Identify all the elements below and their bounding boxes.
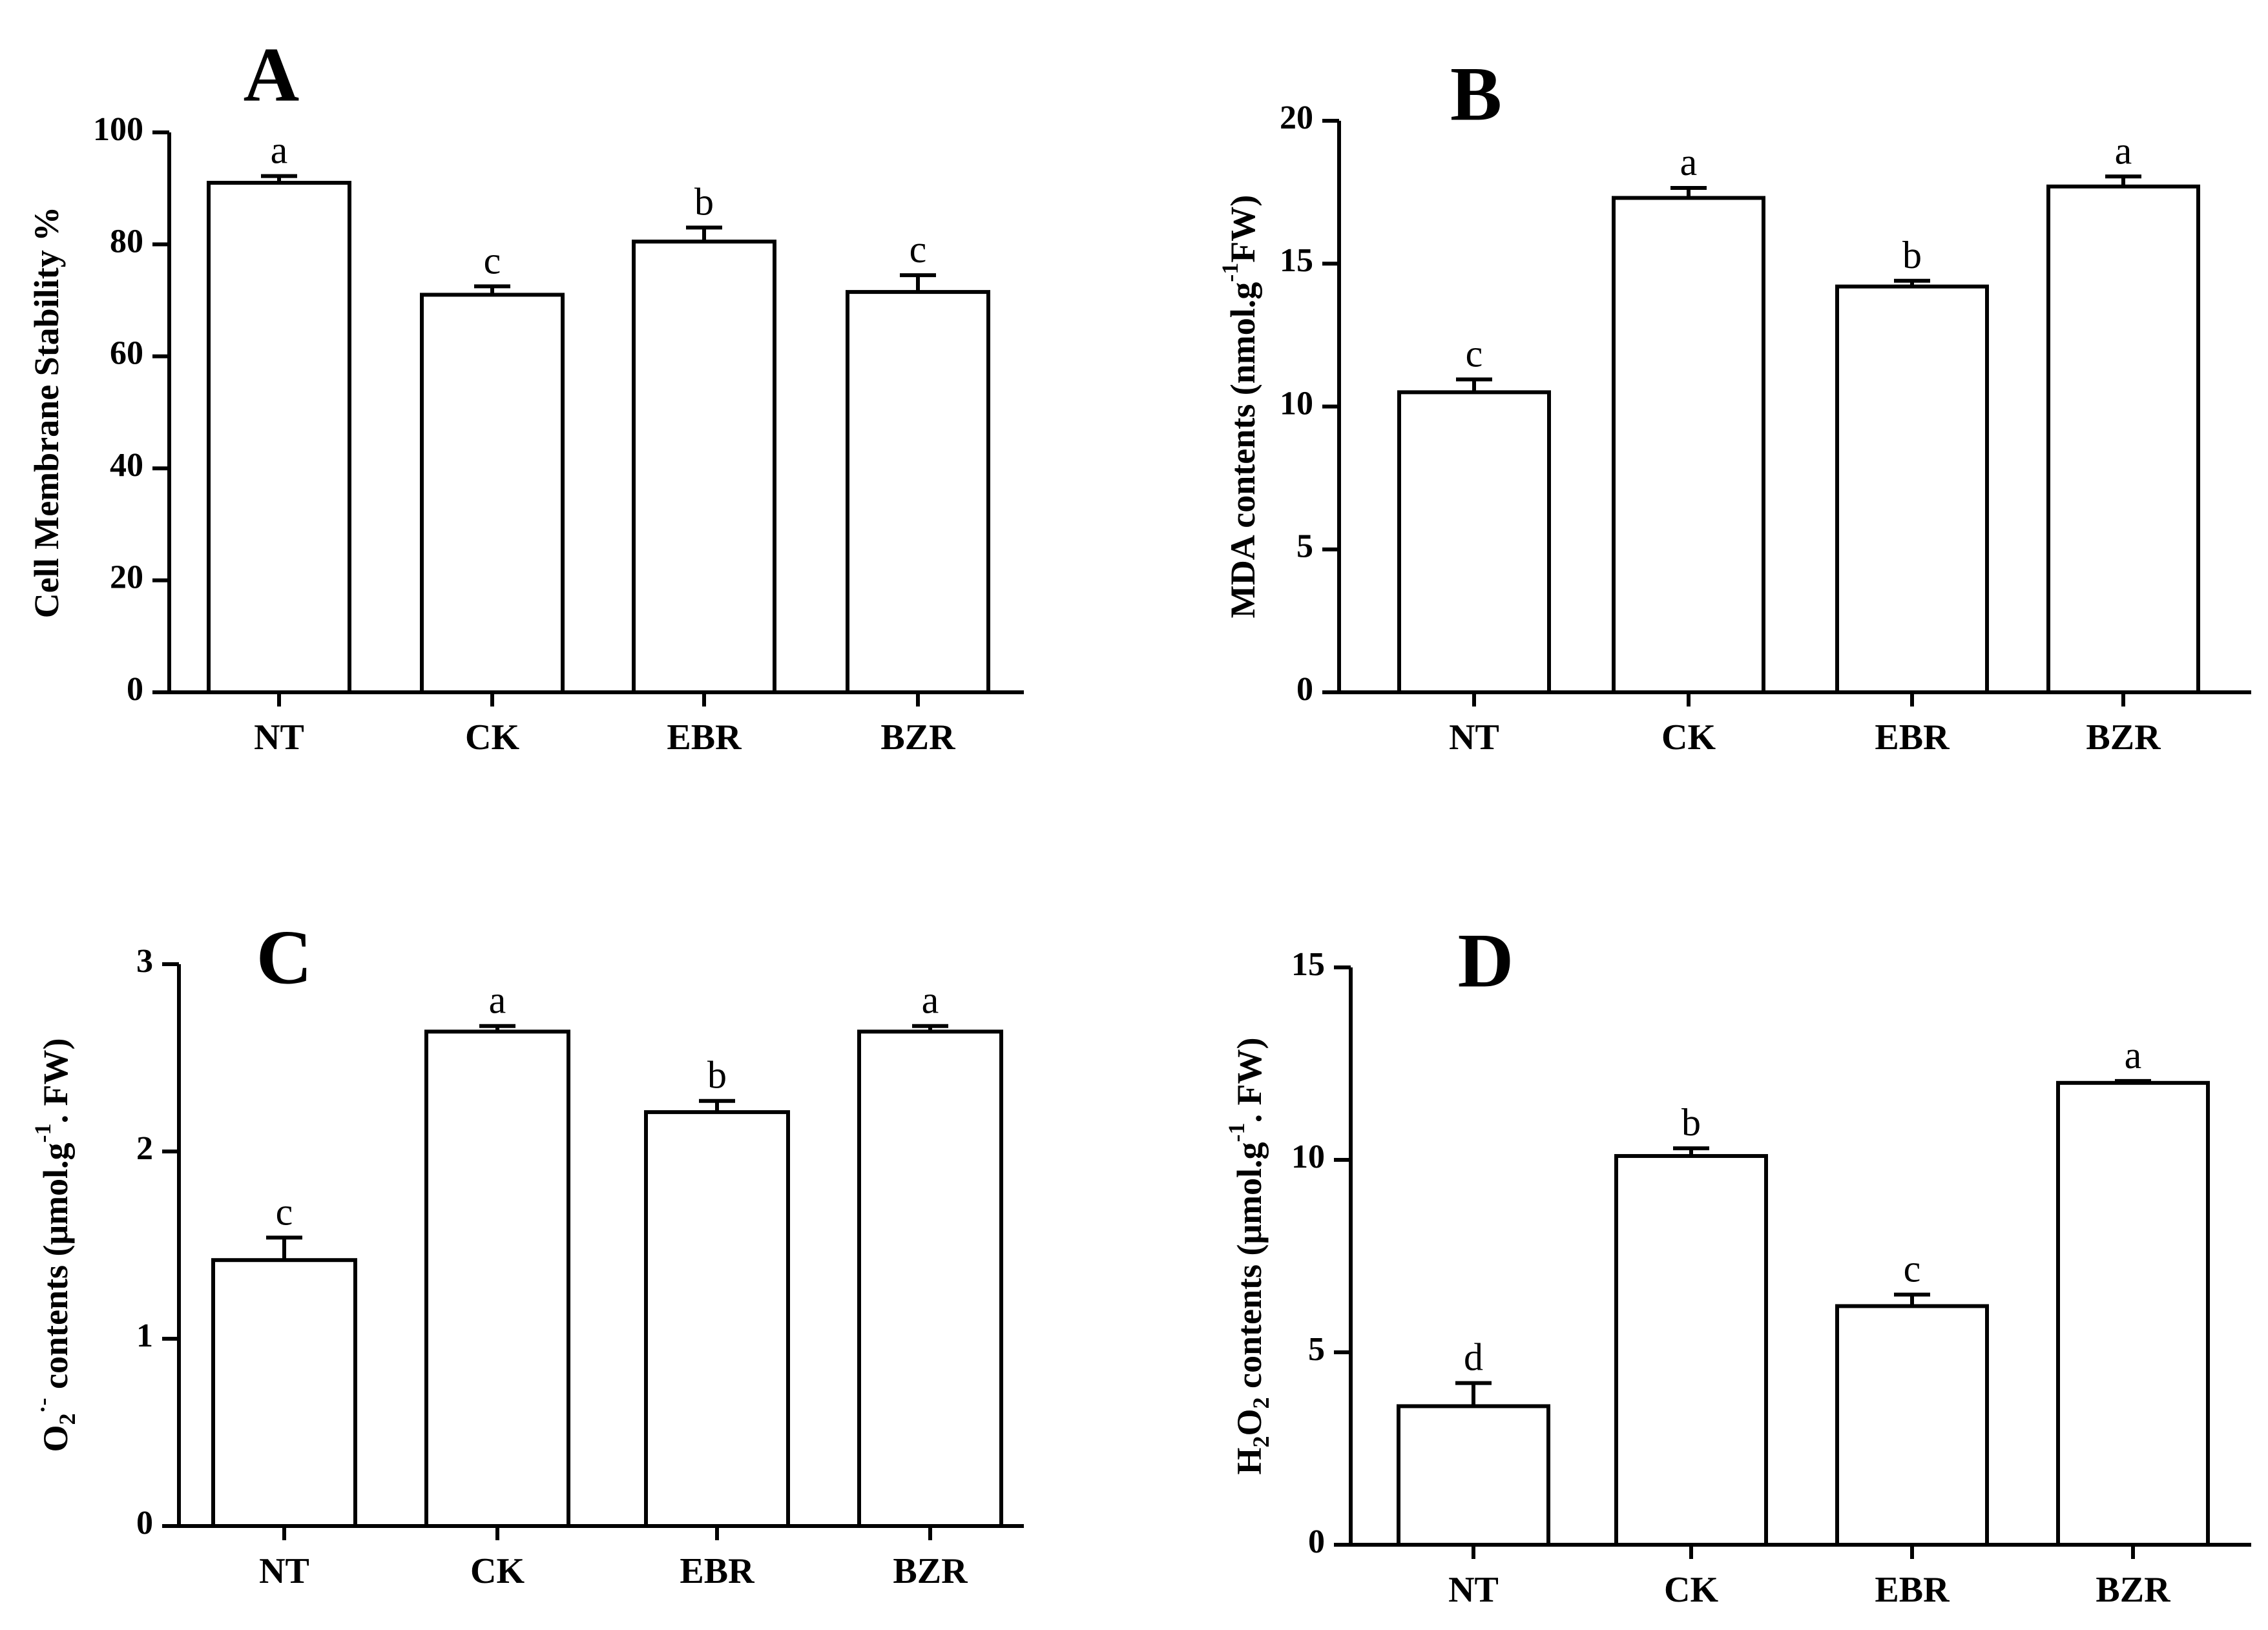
y-axis-title-part: ·- — [30, 1398, 56, 1414]
y-tick-label: 80 — [110, 223, 143, 260]
y-tick-label: 1 — [136, 1317, 153, 1354]
significance-label-ck: c — [484, 239, 501, 282]
significance-label-bzr: a — [2115, 129, 2132, 172]
y-tick-label: 10 — [1291, 1139, 1325, 1175]
y-axis-title-part: -1 — [1223, 1122, 1249, 1142]
y-tick-label: 5 — [1308, 1331, 1325, 1368]
bar-ebr — [644, 1110, 790, 1528]
significance-label-ck: b — [1681, 1101, 1701, 1144]
x-tick-label-bzr: BZR — [893, 1551, 968, 1591]
significance-label-ebr: b — [1902, 234, 1922, 276]
panel-c: C 0 1 2 3 c NT a CK b EBR a BZR O2​·-​ contents (μmol… — [30, 914, 1024, 1591]
panel-b: B 0 5 10 15 20 c NT a CK b EBR a BZR MDA contents (nmo… — [1217, 51, 2251, 758]
significance-label-bzr: a — [922, 979, 939, 1022]
x-tick-label-nt: NT — [1449, 717, 1499, 758]
bar-ebr — [1835, 284, 1989, 694]
panel-d: D 0 5 10 15 d NT b CK c EBR a BZR H2​O2​ contents (μm… — [1223, 918, 2251, 1610]
x-tick-label-nt: NT — [259, 1551, 309, 1591]
y-axis-title-part: Cell Membrane Stability % — [27, 207, 66, 618]
y-axis-title-part: FW) — [1223, 195, 1262, 263]
y-axis-title-part: H — [1230, 1448, 1269, 1475]
bar-ebr — [1835, 1304, 1989, 1547]
bar-ck — [420, 293, 565, 694]
y-tick-label: 100 — [93, 111, 143, 148]
y-tick-label: 40 — [110, 447, 143, 484]
significance-label-ck: a — [1680, 141, 1698, 183]
bar-bzr — [2046, 184, 2200, 694]
y-axis-title-part: -1 — [1217, 263, 1243, 282]
y-tick-label: 3 — [136, 943, 153, 980]
panel-letter-a: A — [244, 32, 300, 118]
significance-label-bzr: a — [2125, 1034, 2142, 1077]
y-tick-label: 20 — [110, 559, 143, 596]
bar-nt — [211, 1258, 357, 1528]
x-tick-label-ebr: EBR — [680, 1551, 754, 1591]
panel-letter-b: B — [1450, 51, 1502, 137]
y-tick-label: 0 — [1296, 671, 1313, 708]
panel-letter-c: C — [256, 914, 313, 1000]
significance-label-ck: a — [489, 979, 506, 1022]
y-axis-title-part: 2 — [1248, 1436, 1274, 1448]
x-tick-label-bzr: BZR — [2096, 1570, 2170, 1610]
y-tick-label: 20 — [1280, 99, 1313, 136]
x-tick-label-nt: NT — [254, 717, 304, 758]
x-tick-label-bzr: BZR — [880, 717, 955, 758]
y-tick-label: 10 — [1280, 385, 1313, 422]
bar-nt — [207, 181, 351, 694]
x-tick-label-ck: CK — [1661, 717, 1716, 758]
significance-label-nt: c — [276, 1190, 293, 1233]
y-tick-label: 5 — [1296, 528, 1313, 565]
x-tick-label-ebr: EBR — [667, 717, 742, 758]
y-tick-label: 0 — [1308, 1523, 1325, 1560]
bar-bzr — [846, 290, 990, 695]
significance-label-nt: d — [1464, 1336, 1483, 1379]
significance-label-bzr: c — [910, 228, 927, 271]
y-axis-title-part: MDA contents (nmol.g — [1223, 282, 1262, 618]
y-axis-title: Cell Membrane Stability % — [27, 207, 66, 618]
bar-ck — [424, 1029, 570, 1528]
x-tick-label-bzr: BZR — [2086, 717, 2161, 758]
significance-label-ebr: b — [707, 1054, 727, 1097]
y-tick-label: 15 — [1291, 946, 1325, 983]
y-axis-title-part: 2 — [1248, 1398, 1274, 1409]
x-tick-label-nt: NT — [1448, 1570, 1499, 1610]
bar-nt — [1397, 1404, 1550, 1547]
bar-ck — [1614, 1154, 1768, 1547]
panel-a: A 0 20 40 60 80 100 a NT c CK b EBR c BZR Cell Membrane… — [27, 32, 1024, 758]
bar-ck — [1612, 196, 1765, 695]
y-tick-label: 15 — [1280, 242, 1313, 279]
x-tick-label-ck: CK — [465, 717, 519, 758]
x-tick-label-ebr: EBR — [1875, 1570, 1950, 1610]
y-tick-label: 0 — [127, 671, 143, 708]
y-axis-title-part: 2 — [54, 1414, 80, 1425]
significance-label-ebr: b — [694, 180, 714, 223]
y-axis-title: MDA contents (nmol.g-1​FW) — [1217, 195, 1262, 618]
x-tick-label-ck: CK — [1664, 1570, 1718, 1610]
y-axis-title: O2​·-​ contents (μmol.g-1​. FW) — [30, 1038, 80, 1452]
bar-nt — [1397, 390, 1551, 694]
panel-letter-d: D — [1458, 918, 1514, 1004]
bar-bzr — [857, 1029, 1003, 1528]
y-axis-title-part: contents (μmol.g — [36, 1142, 75, 1398]
y-axis-title-part: contents (μmol.g — [1230, 1142, 1269, 1397]
y-axis-title-part: . FW) — [1230, 1037, 1269, 1122]
bar-ebr — [632, 240, 776, 694]
y-tick-label: 2 — [136, 1130, 153, 1167]
y-axis-title-part: O — [36, 1425, 75, 1452]
significance-label-nt: a — [271, 129, 288, 172]
y-axis-title-part: O — [1230, 1409, 1269, 1436]
y-tick-label: 60 — [110, 335, 143, 372]
y-axis-title-part: -1 — [30, 1123, 56, 1142]
bar-bzr — [2056, 1080, 2210, 1547]
y-axis-title: H2​O2​ contents (μmol.g-1​. FW) — [1223, 1037, 1274, 1474]
x-tick-label-ck: CK — [470, 1551, 525, 1591]
y-tick-label: 0 — [136, 1505, 153, 1542]
y-axis-title-part: . FW) — [36, 1038, 75, 1123]
significance-label-ebr: c — [1904, 1248, 1921, 1290]
significance-label-nt: c — [1466, 332, 1483, 375]
x-tick-label-ebr: EBR — [1875, 717, 1950, 758]
